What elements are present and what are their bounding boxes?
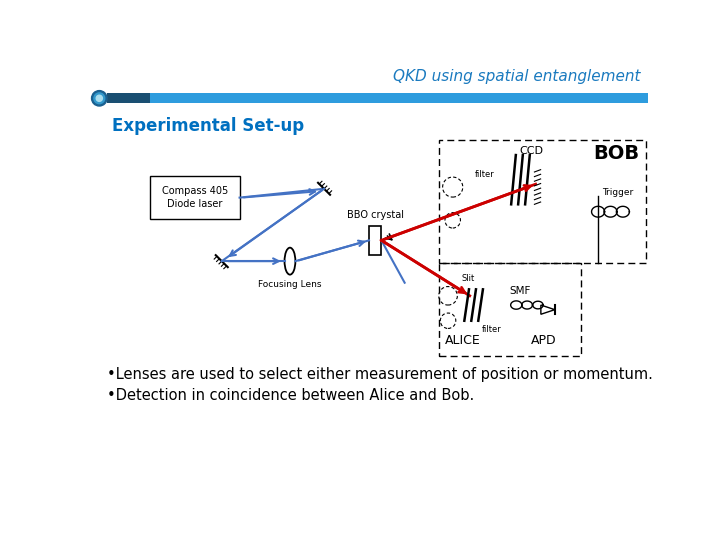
Bar — [150, 177, 240, 219]
Text: •Lenses are used to select either measurement of position or momentum.: •Lenses are used to select either measur… — [107, 367, 653, 382]
Text: Trigger: Trigger — [602, 187, 634, 197]
Text: ALICE: ALICE — [445, 334, 481, 347]
Circle shape — [91, 91, 107, 106]
Text: APD: APD — [531, 334, 557, 347]
Text: CCD: CCD — [520, 146, 544, 157]
Bar — [438, 264, 580, 356]
Text: BBO crystal: BBO crystal — [347, 210, 404, 220]
Circle shape — [94, 93, 104, 104]
Text: Diode laser: Diode laser — [167, 199, 222, 209]
Bar — [150, 93, 648, 103]
Ellipse shape — [284, 248, 295, 275]
Bar — [107, 93, 150, 103]
Text: Focusing Lens: Focusing Lens — [258, 280, 322, 289]
Text: filter: filter — [482, 325, 501, 334]
Text: filter: filter — [475, 170, 495, 179]
Circle shape — [96, 95, 102, 102]
Text: QKD using spatial entanglement: QKD using spatial entanglement — [392, 69, 640, 84]
Text: •Detection in coincidence between Alice and Bob.: •Detection in coincidence between Alice … — [107, 388, 474, 403]
Text: Compass 405: Compass 405 — [162, 186, 228, 196]
Polygon shape — [541, 305, 555, 314]
Bar — [369, 226, 382, 255]
Text: Experimental Set-up: Experimental Set-up — [112, 117, 304, 135]
Bar — [438, 140, 646, 264]
Text: BOB: BOB — [593, 144, 639, 163]
Text: Slit: Slit — [462, 274, 475, 283]
Text: SMF: SMF — [510, 286, 531, 296]
